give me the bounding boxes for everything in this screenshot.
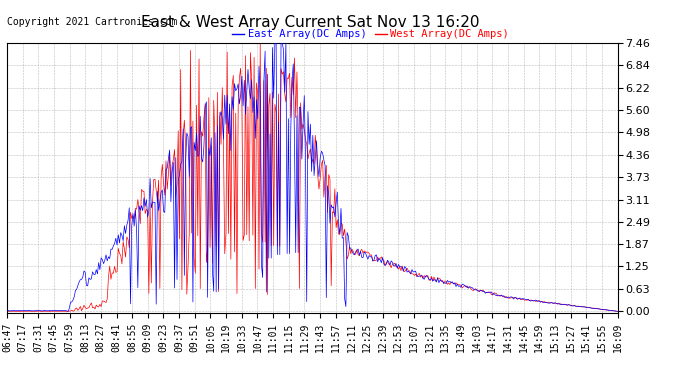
Text: Copyright 2021 Cartronics.com: Copyright 2021 Cartronics.com bbox=[7, 17, 177, 27]
Legend: East Array(DC Amps), West Array(DC Amps): East Array(DC Amps), West Array(DC Amps) bbox=[232, 29, 509, 39]
Text: East & West Array Current Sat Nov 13 16:20: East & West Array Current Sat Nov 13 16:… bbox=[141, 15, 480, 30]
